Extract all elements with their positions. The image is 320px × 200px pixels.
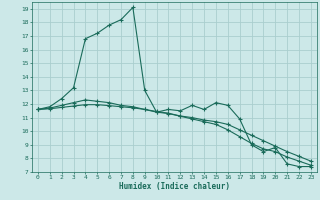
- X-axis label: Humidex (Indice chaleur): Humidex (Indice chaleur): [119, 182, 230, 191]
